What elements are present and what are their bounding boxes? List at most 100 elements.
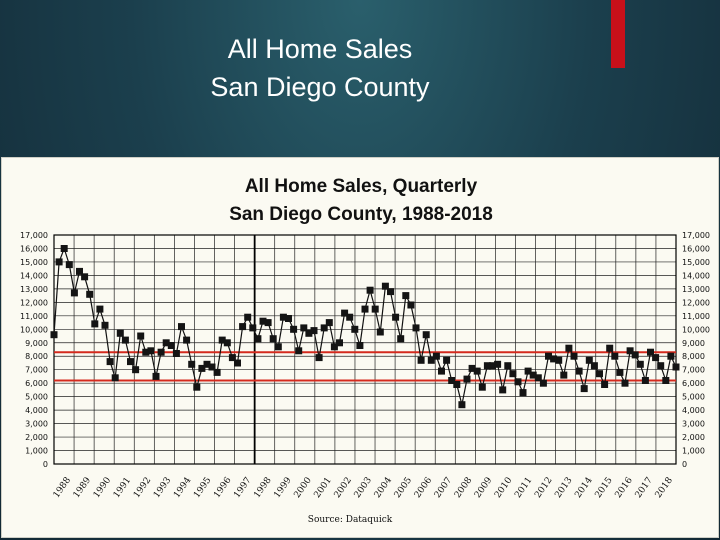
data-point — [580, 385, 588, 393]
data-point — [641, 377, 649, 384]
chart-frame: All Home Sales, Quarterly San Diego Coun… — [1, 157, 719, 538]
data-point — [60, 245, 68, 252]
y-tick-label-right: 5,000 — [682, 393, 705, 402]
plot-border — [53, 234, 677, 465]
data-point — [320, 324, 328, 332]
y-tick-label-left: 14,000 — [20, 271, 48, 280]
accent-bar — [611, 0, 625, 68]
data-point — [494, 360, 502, 368]
x-tick-label: 2009 — [473, 475, 494, 500]
x-tick-label: 2001 — [313, 476, 334, 500]
data-point — [443, 356, 451, 364]
y-tick-label-right: 8,000 — [682, 352, 705, 361]
data-point — [188, 360, 196, 368]
data-point — [483, 362, 491, 370]
y-tick-label-right: 4,000 — [682, 406, 705, 415]
data-point — [397, 335, 405, 343]
data-point — [626, 347, 634, 355]
data-point — [81, 273, 89, 281]
data-point — [529, 371, 537, 379]
x-tick-label: 2002 — [333, 476, 354, 500]
data-point — [101, 321, 109, 329]
data-point — [376, 328, 384, 336]
x-tick-label: 2012 — [533, 476, 554, 500]
grid-lines — [53, 234, 677, 465]
chart-title: All Home Sales, Quarterly — [245, 176, 478, 197]
x-tick-label: 2016 — [614, 475, 635, 500]
y-tick-label-right: 12,000 — [682, 298, 710, 307]
y-tick-label-left: 10,000 — [20, 325, 48, 334]
data-point — [524, 367, 532, 375]
x-tick-label: 2006 — [413, 475, 434, 500]
data-point — [244, 313, 252, 321]
x-tick-label: 1995 — [192, 475, 213, 500]
x-tick-label: 2013 — [553, 475, 574, 500]
data-point — [565, 344, 573, 352]
data-point — [596, 370, 603, 378]
data-point — [274, 343, 282, 351]
x-tick-label: 1993 — [152, 475, 173, 500]
data-point — [657, 362, 665, 370]
y-tick-label-left: 12,000 — [20, 298, 48, 307]
y-tick-label-left: 1,000 — [25, 447, 48, 456]
x-tick-label: 2017 — [634, 475, 655, 500]
data-point — [636, 360, 644, 368]
data-point — [336, 339, 343, 347]
y-tick-label-right: 9,000 — [682, 339, 705, 348]
data-point — [300, 324, 308, 332]
data-point — [371, 305, 379, 313]
data-point — [438, 367, 445, 375]
data-point — [616, 368, 624, 376]
x-tick-label: 2003 — [353, 475, 374, 500]
data-point — [432, 352, 440, 360]
data-point — [172, 350, 180, 357]
data-point — [381, 282, 389, 290]
y-tick-label-left: 4,000 — [25, 406, 48, 415]
data-point — [178, 323, 185, 331]
data-point — [142, 348, 150, 356]
x-tick-label: 1999 — [272, 475, 293, 500]
data-point — [198, 364, 206, 372]
y-tick-label-right: 0 — [682, 460, 687, 469]
data-point — [570, 352, 578, 360]
data-point — [453, 381, 461, 388]
x-tick-label: 1997 — [232, 475, 253, 500]
data-point — [305, 329, 313, 337]
data-point — [310, 327, 318, 335]
data-point — [473, 367, 481, 375]
data-point — [254, 335, 262, 343]
data-point — [213, 368, 221, 376]
data-point — [366, 286, 374, 294]
y-tick-label-left: 11,000 — [20, 312, 48, 321]
data-point — [478, 383, 486, 391]
x-tick-label: 2005 — [393, 475, 414, 500]
data-point — [662, 377, 670, 384]
x-tick-label: 1996 — [212, 475, 233, 500]
slide-title-line2: San Diego County — [210, 72, 430, 102]
y-tick-label-right: 7,000 — [682, 366, 705, 375]
data-point — [489, 362, 496, 370]
data-point — [116, 329, 124, 337]
data-point — [290, 325, 298, 333]
y-tick-label-right: 11,000 — [682, 312, 710, 321]
x-tick-label: 1988 — [52, 475, 73, 500]
data-point — [545, 352, 552, 360]
data-point — [259, 317, 267, 325]
sales-chart: All Home Sales, Quarterly San Diego Coun… — [20, 176, 710, 525]
data-point — [555, 356, 563, 364]
data-point — [162, 339, 170, 347]
data-point — [341, 309, 349, 317]
data-point — [167, 342, 175, 349]
slide-title-line1: All Home Sales — [227, 34, 413, 64]
x-tick-label: 2015 — [593, 475, 614, 500]
data-point — [652, 354, 660, 362]
y-tick-label-right: 10,000 — [682, 325, 710, 334]
y-tick-label-left: 16,000 — [20, 244, 48, 253]
data-point — [499, 386, 507, 394]
x-tick-label: 1994 — [172, 475, 193, 500]
data-point — [157, 348, 165, 356]
data-point — [550, 355, 558, 363]
data-point — [239, 323, 247, 331]
data-point — [672, 363, 680, 371]
y-tick-label-left: 3,000 — [25, 420, 48, 429]
